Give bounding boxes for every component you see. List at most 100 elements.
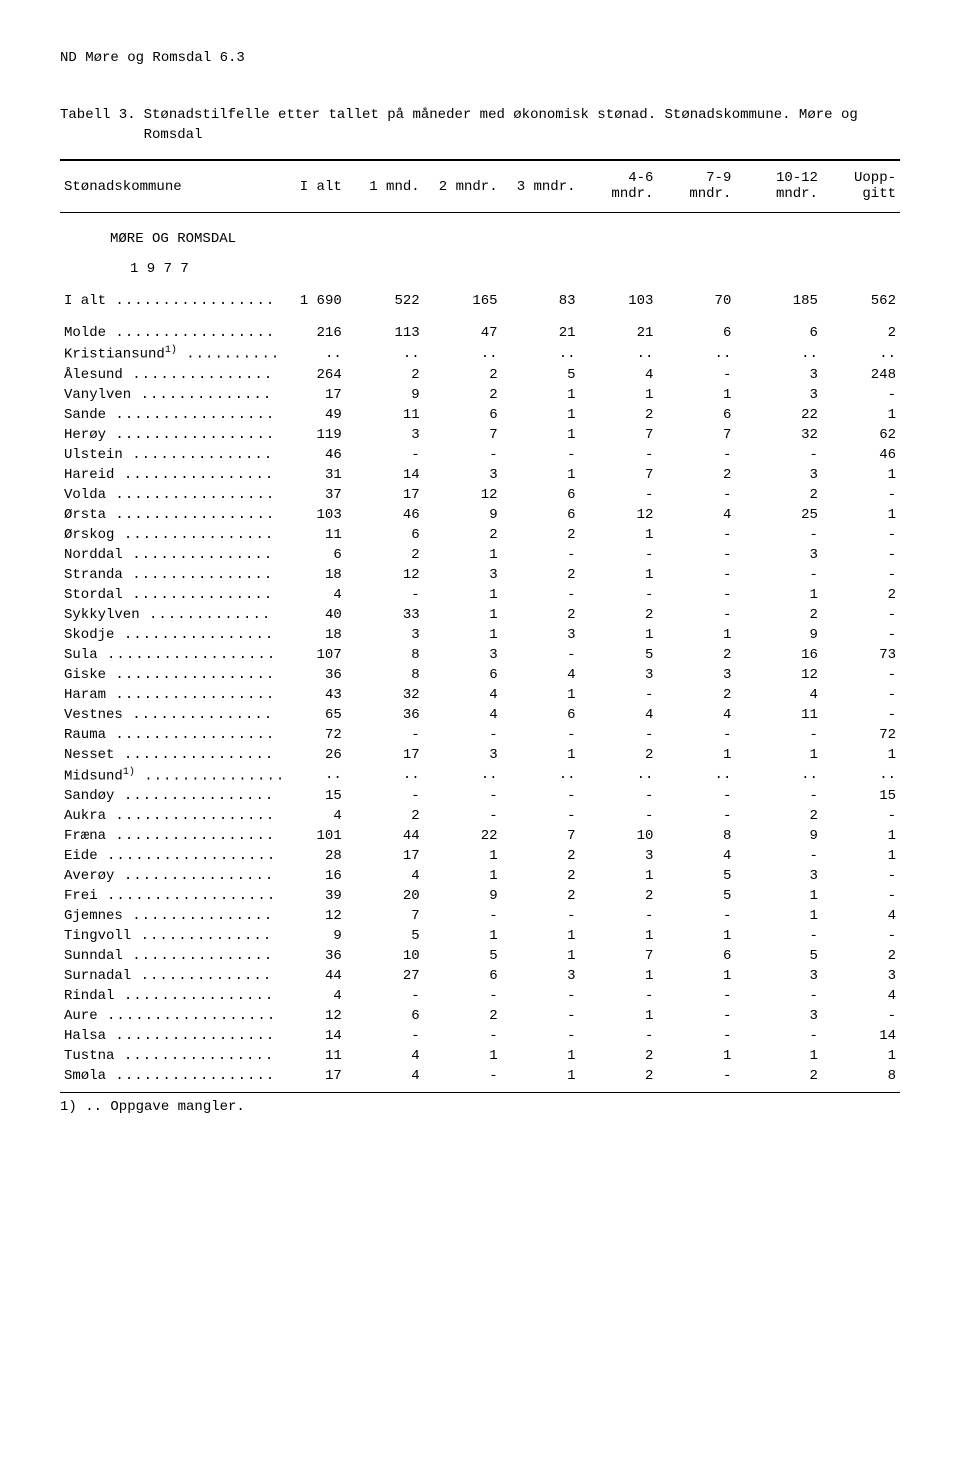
cell: 1	[424, 1046, 502, 1066]
cell: 6	[657, 946, 735, 966]
cell: 16	[268, 866, 346, 886]
cell: 1	[502, 385, 580, 405]
cell: 1	[735, 906, 822, 926]
cell: 1	[502, 1066, 580, 1093]
cell: -	[502, 786, 580, 806]
cell: 7	[502, 826, 580, 846]
cell: -	[822, 685, 900, 705]
cell: -	[735, 986, 822, 1006]
cell: 1	[657, 1046, 735, 1066]
table-row: Ulstein ...............46------46	[60, 445, 900, 465]
cell: -	[657, 725, 735, 745]
cell: -	[580, 545, 658, 565]
cell: 4	[657, 705, 735, 725]
cell: 1	[580, 866, 658, 886]
cell: 1	[502, 946, 580, 966]
cell: 1	[822, 826, 900, 846]
table-row: Tingvoll ..............951111--	[60, 926, 900, 946]
cell: 62	[822, 425, 900, 445]
row-label: Vestnes ...............	[60, 705, 268, 725]
row-label: Kristiansund1) ..........	[60, 343, 268, 365]
row-label: Rauma .................	[60, 725, 268, 745]
table-row: Stordal ...............4-1---12	[60, 585, 900, 605]
cell: 107	[268, 645, 346, 665]
cell: 1	[580, 1006, 658, 1026]
cell: 72	[268, 725, 346, 745]
cell: -	[657, 445, 735, 465]
cell: 4	[346, 866, 424, 886]
cell: 9	[424, 886, 502, 906]
cell: -	[735, 846, 822, 866]
cell: 4	[822, 906, 900, 926]
cell: 6	[502, 705, 580, 725]
col-header-c0: I alt	[268, 160, 346, 212]
cell: 2	[580, 745, 658, 765]
cell: 22	[735, 405, 822, 425]
cell: 8	[657, 826, 735, 846]
cell: 2	[822, 323, 900, 343]
cell: ..	[346, 343, 424, 365]
cell: 2	[502, 525, 580, 545]
table-caption: Tabell 3. Stønadstilfelle etter tallet p…	[60, 106, 900, 145]
cell: 14	[268, 1026, 346, 1046]
table-row: Sula ..................10783-521673	[60, 645, 900, 665]
total-row: I alt .................1 690522165831037…	[60, 291, 900, 311]
cell: -	[580, 725, 658, 745]
row-label: Molde .................	[60, 323, 268, 343]
cell: 1	[822, 505, 900, 525]
cell: 2	[822, 946, 900, 966]
cell: 3	[735, 966, 822, 986]
col-header-c4: 4-6mndr.	[580, 160, 658, 212]
cell: 26	[268, 745, 346, 765]
cell: 70	[657, 291, 735, 311]
cell: 1	[735, 886, 822, 906]
row-label: Stordal ...............	[60, 585, 268, 605]
cell: 28	[268, 846, 346, 866]
cell: -	[657, 485, 735, 505]
cell: 1	[580, 565, 658, 585]
cell: -	[735, 786, 822, 806]
cell: ..	[822, 343, 900, 365]
cell: -	[580, 485, 658, 505]
cell: -	[822, 385, 900, 405]
cell: 17	[346, 846, 424, 866]
cell: 3	[735, 365, 822, 385]
footnote: 1) .. Oppgave mangler.	[60, 1099, 900, 1115]
cell: 1	[424, 545, 502, 565]
cell: -	[346, 445, 424, 465]
cell: -	[822, 806, 900, 826]
cell: ..	[502, 343, 580, 365]
cell: 6	[735, 323, 822, 343]
row-label: Giske .................	[60, 665, 268, 685]
cell: -	[822, 665, 900, 685]
caption-label: Tabell 3.	[60, 106, 144, 145]
cell: 1	[657, 926, 735, 946]
row-label: Sande .................	[60, 405, 268, 425]
cell: -	[657, 1026, 735, 1046]
cell: 3	[424, 745, 502, 765]
row-label: Frei ..................	[60, 886, 268, 906]
cell: 37	[268, 485, 346, 505]
cell: 1	[424, 625, 502, 645]
cell: 5	[346, 926, 424, 946]
cell: 2	[580, 405, 658, 425]
cell: 216	[268, 323, 346, 343]
cell: 2	[657, 685, 735, 705]
cell: 22	[424, 826, 502, 846]
table-row: Sande .................49116126221	[60, 405, 900, 425]
cell: -	[424, 906, 502, 926]
cell: 185	[735, 291, 822, 311]
row-label: Stranda ...............	[60, 565, 268, 585]
cell: 20	[346, 886, 424, 906]
cell: 1	[822, 745, 900, 765]
cell: 2	[735, 806, 822, 826]
cell: 248	[822, 365, 900, 385]
cell: -	[657, 585, 735, 605]
cell: 1	[502, 685, 580, 705]
table-row: Surnadal ..............4427631133	[60, 966, 900, 986]
table-row: Stranda ...............1812321---	[60, 565, 900, 585]
cell: 2	[580, 886, 658, 906]
cell: 1	[580, 966, 658, 986]
cell: -	[580, 1026, 658, 1046]
cell: 11	[268, 1046, 346, 1066]
